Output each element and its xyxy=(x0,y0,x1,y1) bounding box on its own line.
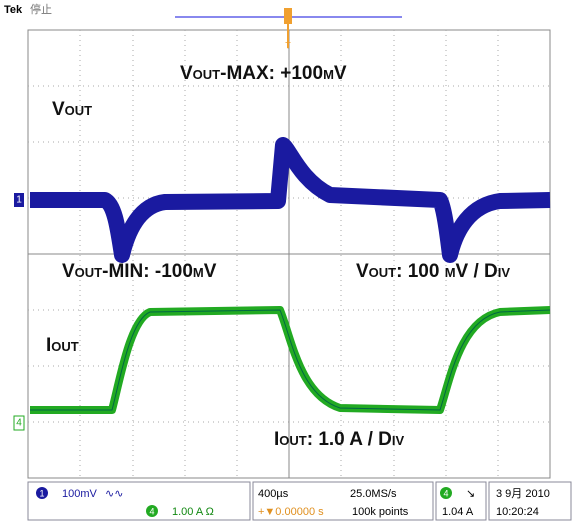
sample-rate: 25.0MS/s xyxy=(350,488,397,500)
run-state: 停止 xyxy=(30,2,52,16)
vout-scale-label: Vout: 100 mV / Div xyxy=(356,261,510,282)
vout-min-label: Vout-MIN: -100mV xyxy=(62,261,217,282)
timebase: 400µs xyxy=(258,488,289,500)
vout-label: Vout xyxy=(52,99,92,120)
status-bar: 1 100mV ∿∿ 4 1.00 A Ω 400µs 25.0MS/s +▼0… xyxy=(28,482,571,520)
iout-label: Iout xyxy=(46,335,79,356)
ch4-number: 4 xyxy=(149,506,154,516)
trigger-source: 4 xyxy=(443,488,448,498)
trigger-slope: ↘ xyxy=(466,488,475,500)
ch4-marker: 4 xyxy=(16,418,22,429)
trigger-position: +▼0.00000 s xyxy=(258,506,324,518)
view-marker xyxy=(284,8,292,24)
time: 10:20:24 xyxy=(496,506,539,518)
ch4-scale: 1.00 A Ω xyxy=(172,506,214,518)
vout-max-label: Vout-MAX: +100mV xyxy=(180,63,347,84)
trigger-marker: T xyxy=(285,40,291,50)
trigger-level: 1.04 A xyxy=(442,506,474,518)
ch1-number: 1 xyxy=(39,488,44,498)
brand: Tek xyxy=(4,4,23,16)
iout-scale-label: Iout: 1.0 A / Div xyxy=(274,429,404,450)
ch1-bw: ∿∿ xyxy=(105,488,123,500)
scope-screen: Tek 停止 T 1 4 Vout-MAX: +100mV Vout Vout-… xyxy=(0,0,575,523)
ch1-marker: 1 xyxy=(16,195,22,206)
ch1-scale: 100mV xyxy=(62,488,98,500)
record-length: 100k points xyxy=(352,506,409,518)
date: 3 9月 2010 xyxy=(496,488,550,500)
